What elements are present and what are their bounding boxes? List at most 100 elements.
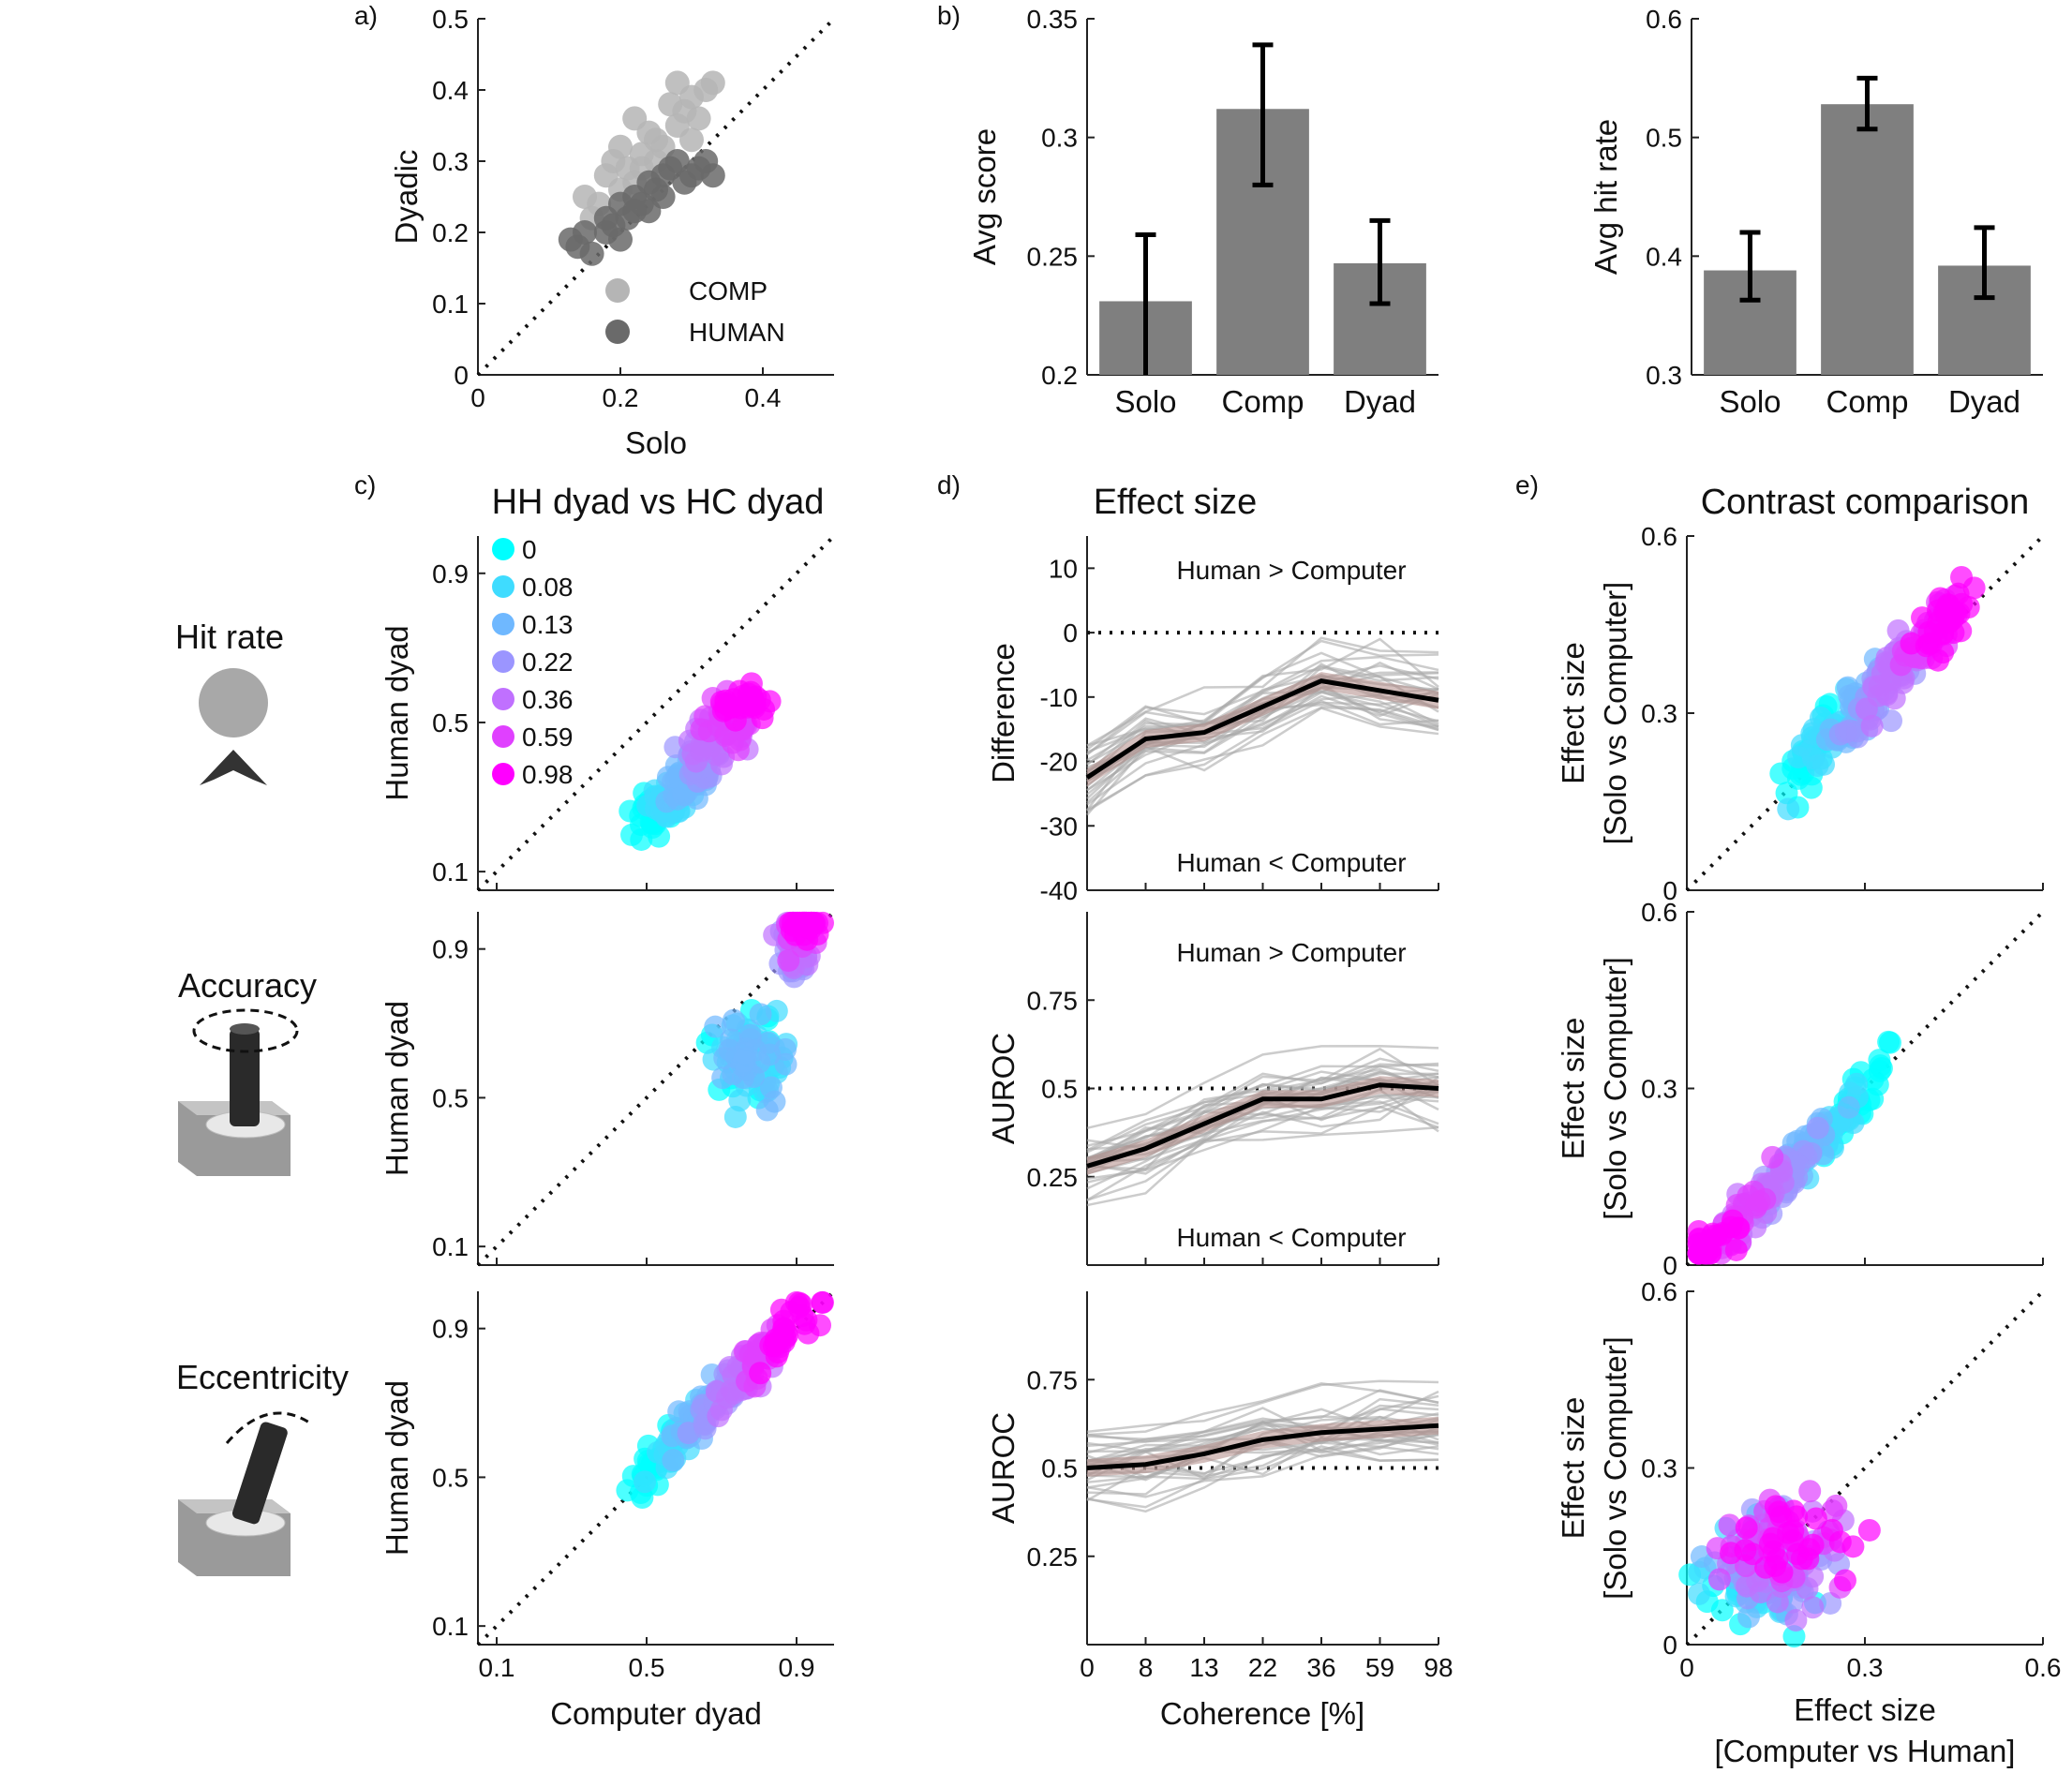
- panel-e-row3-point: [1710, 1599, 1734, 1622]
- panel-c-accuracy-ytick-label: 0.5: [432, 1083, 469, 1112]
- panel-d-row3-mean-line: [1086, 1423, 1439, 1470]
- panel-d-row3-subject-line: [1086, 1382, 1439, 1437]
- panel-c-eccentricity-point: [764, 1328, 787, 1351]
- panel-c-legend-label: 0.36: [522, 685, 574, 714]
- panel-e-row3-point: [1766, 1547, 1789, 1571]
- panel-e-row3-point: [1781, 1519, 1805, 1542]
- panel-c-legend-marker: [492, 763, 514, 785]
- panel-e-row2-ylabel: Effect size: [1556, 1018, 1590, 1160]
- panel-c-accuracy-point: [733, 1041, 756, 1065]
- panel-c-eccentricity-point: [634, 1470, 657, 1494]
- panel-a-ylabel: Dyadic: [389, 150, 424, 245]
- panel-c-eccentricity-point: [769, 1298, 793, 1321]
- panel-e-row2-point: [1693, 1240, 1717, 1263]
- hit-rate-icon: [199, 668, 268, 785]
- panel-c-legend-label: 0.22: [522, 648, 574, 677]
- panel-c-eccentricity-point: [705, 1379, 728, 1403]
- panel-d-row3-xtick-label: 8: [1139, 1653, 1154, 1682]
- panel-d-row3-ylabel: AUROC: [986, 1412, 1021, 1524]
- panel-c-eccentricity-point: [667, 1400, 691, 1423]
- annotation-human-lt-top: Human < Computer: [1176, 848, 1406, 877]
- panel-e-row3-point: [1857, 1518, 1881, 1542]
- panel-d-row2-ytick-label: 0.75: [1027, 986, 1079, 1015]
- panel-e-row1-point: [1836, 676, 1859, 699]
- panel-c-hit-rate-ylabel: Human dyad: [380, 625, 414, 800]
- panel-c-accuracy-point: [722, 1008, 745, 1032]
- panel-c-eccentricity-point: [718, 1356, 741, 1379]
- panel-d-row3-xtick-label: 36: [1306, 1653, 1335, 1682]
- panel-c-eccentricity-ylabel: Human dyad: [380, 1380, 414, 1556]
- panel-a-point-human: [650, 185, 676, 209]
- panel-label-d: d): [937, 470, 961, 499]
- panel-e-row3-point: [1737, 1605, 1761, 1629]
- panel-c-legend-label: 0.59: [522, 723, 574, 752]
- panel-d-row1-mean-line: [1085, 678, 1439, 780]
- panel-d-row3-subject-line: [1086, 1434, 1439, 1496]
- row-label-eccentricity: Eccentricity: [176, 1358, 349, 1396]
- row-label-accuracy: Accuracy: [178, 966, 317, 1005]
- panel-b2-ytick-label: 0.5: [1646, 124, 1682, 153]
- panel-e-row3-ylabel: Effect size: [1556, 1397, 1590, 1540]
- panel-e-row3-point: [1801, 1596, 1825, 1619]
- panel-e-row3-point: [1718, 1513, 1741, 1537]
- panel-e-row3-point: [1797, 1538, 1821, 1561]
- panel-a-xtick-label: 0.4: [745, 383, 782, 412]
- panel-e-row1-point: [1860, 714, 1884, 738]
- panel-c-eccentricity-point: [616, 1479, 639, 1502]
- panel-e-row3-point: [1833, 1569, 1856, 1592]
- joystick-accuracy-icon: [178, 1008, 299, 1176]
- panel-b2-ytick-label: 0.3: [1646, 361, 1682, 390]
- panel-c-eccentricity-point: [811, 1290, 834, 1314]
- panel-e-row2-ytick-label: 0: [1662, 1251, 1677, 1280]
- panel-b1-ylabel: Avg score: [967, 128, 1002, 265]
- panel-c-eccentricity-ytick-label: 0.1: [432, 1612, 469, 1641]
- panel-a-point-comp: [693, 78, 719, 102]
- panel-c-legend-label: 0.13: [522, 610, 574, 639]
- panel-e-row3-ytick-label: 0: [1662, 1631, 1677, 1660]
- panel-e-xlabel2: [Computer vs Human]: [1715, 1734, 2016, 1768]
- panel-a-point-human: [700, 163, 725, 188]
- panel-e-row1-point: [1790, 734, 1813, 757]
- panel-a-ytick-label: 0.2: [432, 218, 469, 247]
- panel-c-hit-rate-point: [726, 738, 750, 762]
- panel-c-eccentricity-point: [809, 1314, 832, 1337]
- panel-c-hit-rate-identity-line: [476, 534, 836, 892]
- panel-e-row1-point: [1950, 565, 1974, 589]
- panel-c-legend-label: 0.98: [522, 760, 574, 789]
- panel-label-b: b): [937, 1, 961, 30]
- panel-a-point-comp: [686, 106, 711, 131]
- panel-c-eccentricity-ytick-label: 0.5: [432, 1463, 469, 1492]
- panel-c-accuracy-ytick-label: 0.1: [432, 1232, 469, 1261]
- panel-d-row1-ytick-label: 10: [1049, 554, 1078, 583]
- panel-e-row2-point: [1724, 1238, 1748, 1261]
- panel-c-accuracy-point: [723, 1105, 747, 1128]
- panel-a-ytick-label: 0.4: [432, 76, 469, 105]
- panel-c-hit-rate-point: [684, 750, 708, 773]
- panel-c-xlabel: Computer dyad: [550, 1696, 762, 1731]
- annotation-human-gt-top: Human > Computer: [1176, 556, 1406, 585]
- panel-c-eccentricity-point: [662, 1449, 685, 1472]
- title-c: HH dyad vs HC dyad: [492, 483, 825, 522]
- panel-a-legend-comp: COMP: [689, 276, 768, 305]
- panel-e-row2-point: [1806, 1116, 1829, 1140]
- panel-b1-xtick-label: Solo: [1114, 384, 1176, 419]
- panel-a-xtick-label: 0.2: [603, 383, 639, 412]
- panel-c-hit-rate-point: [709, 691, 733, 714]
- panel-a-point-human: [573, 220, 597, 245]
- panel-d-row2-subject-line: [1086, 1125, 1439, 1207]
- panel-b2-ytick-label: 0.6: [1646, 5, 1682, 34]
- panel-b2-xtick-label: Solo: [1719, 384, 1781, 419]
- panel-e-row3-point: [1766, 1590, 1789, 1614]
- panel-e-row3-point: [1735, 1516, 1758, 1540]
- panel-e-row1-point: [1927, 610, 1950, 633]
- panel-a-legend-marker-comp: [605, 278, 630, 303]
- panel-b1-ytick-label: 0.25: [1027, 242, 1079, 271]
- panel-e-row2-ytick-label: 0.3: [1641, 1075, 1677, 1104]
- marks-layer: COMP HUMAN 0 0.08 0.13 0.22 0.36 0.59 0.98: [492, 42, 2031, 1648]
- panel-c-hit-rate-point: [665, 787, 689, 811]
- panel-b2-xtick-label: Dyad: [1948, 384, 2020, 419]
- panel-e-row1-ytick-label: 0.3: [1641, 699, 1677, 728]
- panel-d-row1-subject-line: [1086, 636, 1439, 747]
- panel-c-accuracy-point: [749, 1003, 772, 1026]
